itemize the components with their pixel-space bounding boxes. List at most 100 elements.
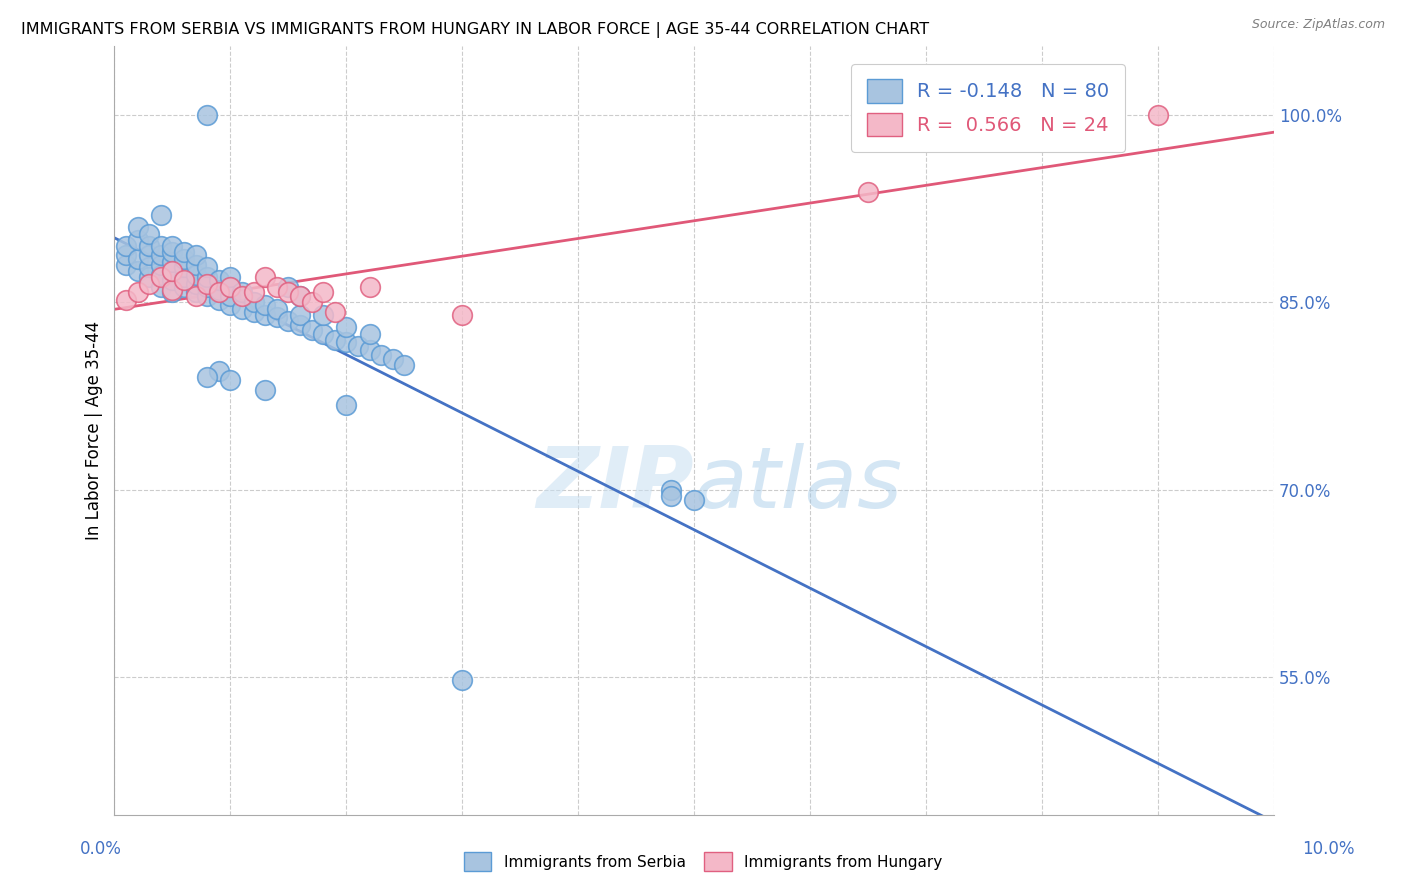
Point: [138, 248, 160, 262]
Point: [208, 285, 231, 300]
Point: [195, 277, 218, 291]
Point: [312, 285, 335, 300]
Point: [277, 285, 299, 300]
Point: [219, 270, 242, 285]
Point: [195, 270, 218, 285]
Point: [1147, 108, 1170, 122]
Point: [266, 280, 288, 294]
Point: [138, 239, 160, 253]
Point: [231, 285, 253, 300]
Point: [659, 483, 682, 497]
Point: [288, 308, 311, 322]
Point: [370, 348, 392, 362]
Point: [266, 310, 288, 325]
Text: IMMIGRANTS FROM SERBIA VS IMMIGRANTS FROM HUNGARY IN LABOR FORCE | AGE 35-44 COR: IMMIGRANTS FROM SERBIA VS IMMIGRANTS FRO…: [21, 22, 929, 38]
Point: [208, 364, 231, 378]
Point: [312, 308, 335, 322]
Point: [277, 314, 299, 328]
Point: [335, 335, 357, 350]
Point: [162, 273, 184, 287]
Point: [115, 258, 138, 272]
Point: [173, 280, 195, 294]
Point: [138, 260, 160, 275]
Point: [242, 285, 264, 300]
Point: [381, 351, 404, 366]
Point: [219, 373, 242, 387]
Point: [242, 305, 264, 319]
Point: [231, 289, 253, 303]
Point: [184, 268, 207, 282]
Y-axis label: In Labor Force | Age 35-44: In Labor Force | Age 35-44: [86, 321, 103, 540]
Point: [254, 298, 277, 312]
Point: [208, 293, 231, 307]
Point: [195, 289, 218, 303]
Point: [162, 245, 184, 260]
Point: [231, 301, 253, 316]
Point: [184, 289, 207, 303]
Point: [288, 289, 311, 303]
Point: [312, 326, 335, 341]
Point: [323, 305, 346, 319]
Point: [184, 285, 207, 300]
Point: [254, 308, 277, 322]
Point: [219, 289, 242, 303]
Point: [149, 239, 172, 253]
Point: [323, 333, 346, 347]
Point: [173, 245, 195, 260]
Point: [195, 370, 218, 384]
Point: [659, 489, 682, 503]
Text: Source: ZipAtlas.com: Source: ZipAtlas.com: [1251, 18, 1385, 31]
Point: [173, 260, 195, 275]
Point: [288, 318, 311, 332]
Point: [301, 323, 323, 337]
Point: [242, 295, 264, 310]
Point: [127, 285, 149, 300]
Point: [115, 239, 138, 253]
Point: [162, 285, 184, 300]
Point: [138, 227, 160, 241]
Point: [173, 252, 195, 266]
Point: [162, 239, 184, 253]
Point: [277, 280, 299, 294]
Point: [127, 252, 149, 266]
Point: [208, 273, 231, 287]
Point: [127, 264, 149, 278]
Point: [195, 260, 218, 275]
Point: [451, 308, 474, 322]
Legend: R = -0.148   N = 80, R =  0.566   N = 24: R = -0.148 N = 80, R = 0.566 N = 24: [851, 63, 1125, 152]
Point: [149, 258, 172, 272]
Text: ZIP: ZIP: [537, 442, 695, 525]
Point: [347, 339, 370, 353]
Text: atlas: atlas: [695, 442, 903, 525]
Point: [195, 108, 218, 122]
Point: [184, 277, 207, 291]
Point: [173, 270, 195, 285]
Point: [127, 220, 149, 235]
Point: [115, 293, 138, 307]
Point: [162, 255, 184, 269]
Point: [184, 248, 207, 262]
Point: [394, 358, 416, 372]
Point: [162, 264, 184, 278]
Point: [266, 301, 288, 316]
Point: [127, 233, 149, 247]
Point: [335, 398, 357, 412]
Point: [359, 343, 381, 357]
Point: [184, 258, 207, 272]
Point: [683, 492, 706, 507]
Text: 0.0%: 0.0%: [80, 840, 122, 858]
Point: [208, 283, 231, 297]
Point: [149, 268, 172, 282]
Point: [138, 277, 160, 291]
Point: [359, 280, 381, 294]
Point: [138, 270, 160, 285]
Point: [335, 320, 357, 334]
Point: [451, 673, 474, 687]
Point: [149, 270, 172, 285]
Point: [195, 280, 218, 294]
Text: 10.0%: 10.0%: [1302, 840, 1355, 858]
Point: [149, 248, 172, 262]
Point: [219, 280, 242, 294]
Point: [301, 295, 323, 310]
Point: [149, 208, 172, 222]
